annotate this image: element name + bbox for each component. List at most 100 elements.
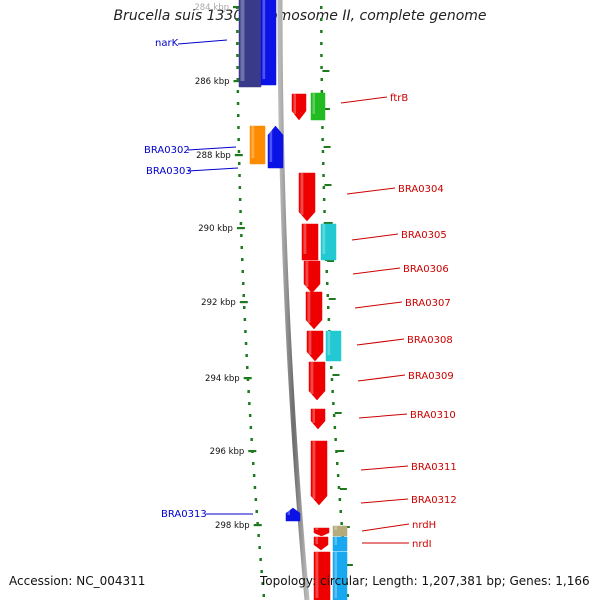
outer-scale-dot: [323, 222, 327, 225]
connector-line: [187, 146, 237, 151]
inner-scale-dot: [243, 318, 247, 321]
gene-highlight: [305, 261, 309, 287]
gene-bra0303-tip: [271, 162, 283, 167]
gene-highlight: [312, 93, 316, 114]
scale-major-tick: [243, 377, 252, 380]
gene-highlight: [315, 552, 319, 598]
gene-highlight: [303, 224, 307, 254]
connector-line: [356, 338, 405, 346]
gene-highlight: [308, 331, 312, 355]
outer-scale-dot: [322, 186, 326, 189]
outer-scale-dot: [321, 150, 325, 153]
outer-scale-dot: [320, 54, 323, 57]
gene-bra0303: [267, 125, 284, 169]
inner-scale-dot: [242, 294, 245, 297]
gene-highlight: [307, 292, 311, 323]
gene-highlight: [322, 224, 326, 254]
scale-major-tick: [248, 450, 257, 453]
outer-scale-dot: [320, 78, 323, 81]
inner-scale-dot: [240, 246, 243, 249]
outer-scale-dot: [322, 162, 325, 165]
inner-scale-dot: [250, 438, 253, 441]
gene-red-lower: [313, 551, 331, 600]
gene-bra0311: [310, 440, 328, 506]
outer-major-tick: [325, 222, 333, 224]
right-gene-label: ftrB: [390, 93, 408, 104]
outer-scale-dot: [320, 90, 324, 93]
outer-scale-dot: [330, 366, 333, 369]
scale-major-tick: [234, 154, 243, 157]
inner-scale-dot: [254, 498, 258, 501]
inner-scale-dot: [236, 30, 239, 33]
inner-scale-dot: [259, 558, 262, 561]
right-gene-label: BRA0306: [403, 264, 449, 275]
right-gene-label: BRA0311: [411, 462, 457, 473]
outer-scale-dot: [340, 522, 343, 525]
inner-scale-dot: [241, 258, 244, 261]
right-gene-label: nrdH: [412, 520, 436, 531]
gene-highlight: [287, 508, 291, 515]
inner-scale-dot: [236, 90, 240, 93]
gene-bra0305-cyan: [320, 223, 337, 261]
gene-tan: [332, 525, 348, 537]
inner-scale-dot: [238, 174, 241, 177]
gene-highlight: [269, 126, 273, 162]
gene-navy-upper: [238, 0, 262, 88]
scale-major-tick: [233, 80, 242, 83]
scale-label: 288 kbp: [196, 151, 231, 161]
outer-scale-dot: [320, 66, 323, 69]
inner-scale-dot: [245, 354, 248, 357]
outer-scale-dot: [339, 510, 342, 513]
outer-scale-dot: [346, 594, 349, 597]
connector-line: [361, 523, 410, 532]
inner-scale-dot: [246, 366, 249, 369]
gene-highlight: [334, 526, 338, 530]
backbone-strand: [277, 0, 310, 600]
gene-bra0309: [308, 361, 326, 401]
connector-line: [357, 374, 406, 382]
outer-scale-dot: [322, 174, 325, 177]
gene-highlight: [293, 94, 297, 114]
right-gene-label: BRA0309: [408, 371, 454, 382]
outer-major-tick: [322, 70, 330, 72]
gene-nark: [260, 0, 277, 86]
gene-highlight: [312, 409, 316, 423]
gene-bra0302: [249, 125, 266, 165]
right-gene-label: BRA0305: [401, 230, 447, 241]
outer-scale-dot: [321, 126, 324, 129]
inner-scale-dot: [236, 78, 239, 81]
connector-line: [177, 39, 228, 45]
inner-scale-dot: [239, 222, 243, 225]
outer-scale-dot: [331, 390, 334, 393]
outer-scale-dot: [320, 30, 323, 33]
gene-highlight: [240, 0, 245, 81]
gene-highlight: [327, 331, 331, 355]
gene-bra0308-cyan: [325, 330, 342, 362]
scale-major-tick: [239, 301, 248, 304]
gene-highlight: [251, 126, 255, 158]
topology-summary: Topology: circular; Length: 1,207,381 bp…: [260, 574, 590, 588]
inner-scale-dot: [249, 426, 253, 429]
inner-scale-dot: [248, 414, 252, 417]
connector-line: [358, 413, 408, 419]
gene-bra0305: [301, 223, 319, 261]
inner-scale-dot: [237, 138, 240, 141]
outer-scale-dot: [335, 450, 338, 453]
gene-bra0308: [306, 330, 324, 362]
inner-scale-dot: [239, 210, 242, 213]
inner-scale-dot: [253, 486, 257, 489]
outer-scale-dot: [337, 486, 341, 489]
outer-scale-dot: [320, 6, 323, 9]
inner-scale-dot: [238, 186, 242, 189]
left-gene-label: narK: [155, 38, 179, 49]
inner-scale-dot: [262, 594, 265, 597]
gene-red-upper: [291, 93, 307, 121]
outer-scale-dot: [334, 438, 337, 441]
gene-bra0313: [285, 507, 301, 522]
inner-scale-dot: [244, 330, 247, 333]
right-gene-label: nrdI: [412, 539, 432, 550]
inner-scale-dot: [257, 534, 260, 537]
inner-scale-dot: [237, 150, 241, 153]
inner-scale-dot: [236, 66, 239, 69]
